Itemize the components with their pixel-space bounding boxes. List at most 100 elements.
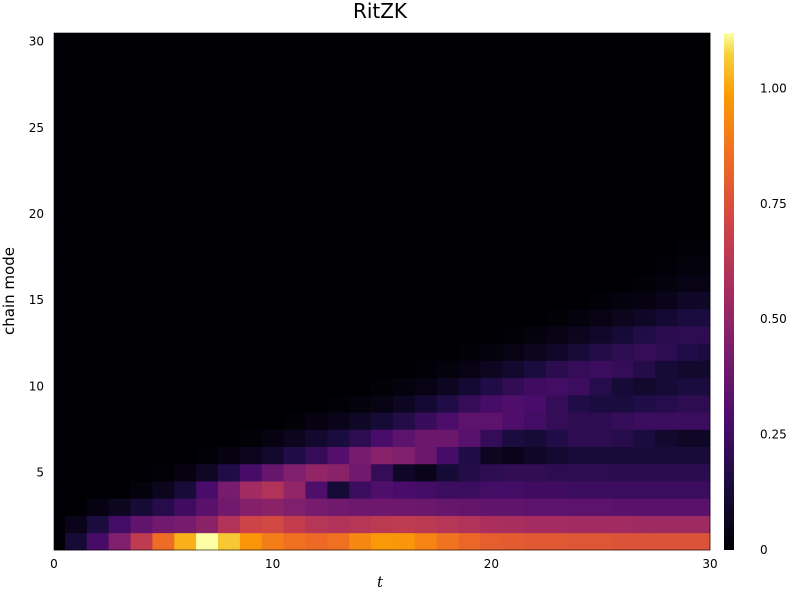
- heatmap-cell: [414, 84, 438, 103]
- heatmap-cell: [480, 343, 503, 361]
- heatmap-cell: [502, 343, 525, 361]
- heatmap-cell: [502, 446, 525, 465]
- heatmap-cell: [239, 153, 263, 172]
- heatmap-cell: [283, 239, 306, 258]
- heatmap-cell: [86, 291, 110, 310]
- heatmap-cell: [86, 101, 110, 120]
- heatmap-cell: [567, 67, 591, 86]
- heatmap-cell: [349, 463, 372, 482]
- heatmap-cell: [436, 463, 459, 482]
- heatmap-cell: [239, 136, 263, 155]
- heatmap-cell: [633, 325, 656, 344]
- heatmap-cell: [480, 188, 503, 206]
- heatmap-cell: [567, 153, 591, 172]
- heatmap-cell: [655, 394, 678, 413]
- heatmap-cell: [655, 481, 678, 499]
- heatmap-cell: [108, 498, 131, 516]
- heatmap-cell: [239, 119, 263, 137]
- heatmap-cell: [524, 308, 547, 327]
- heatmap-cell: [567, 84, 591, 103]
- heatmap-cell: [196, 274, 219, 292]
- heatmap-cell: [371, 429, 394, 447]
- heatmap-cell: [218, 377, 241, 396]
- heatmap-cell: [589, 222, 612, 241]
- heatmap-cell: [196, 377, 219, 396]
- heatmap-cell: [261, 67, 284, 86]
- heatmap-cell: [174, 515, 197, 534]
- heatmap-cell: [524, 257, 547, 275]
- heatmap-cell: [64, 446, 88, 465]
- heatmap-cell: [392, 33, 416, 51]
- heatmap-cell: [458, 412, 481, 430]
- heatmap-cell: [546, 498, 569, 516]
- heatmap-cell: [567, 308, 591, 327]
- heatmap-cell: [502, 325, 525, 344]
- heatmap-cell: [130, 239, 153, 258]
- heatmap-cell: [546, 274, 569, 292]
- heatmap-cell: [305, 498, 328, 516]
- heatmap-cell: [130, 446, 153, 465]
- heatmap-cell: [524, 343, 547, 361]
- heatmap-cell: [108, 394, 131, 413]
- heatmap-cell: [305, 67, 328, 86]
- heatmap-cell: [86, 153, 110, 172]
- heatmap-cell: [86, 343, 110, 361]
- heatmap-cell: [567, 239, 591, 258]
- heatmap-cell: [567, 33, 591, 51]
- heatmap-cell: [86, 274, 110, 292]
- heatmap-cell: [392, 515, 416, 534]
- heatmap-cell: [349, 515, 372, 534]
- heatmap-cell: [152, 325, 175, 344]
- heatmap-cell: [108, 481, 131, 499]
- heatmap-cell: [174, 170, 197, 189]
- heatmap-cell: [414, 222, 438, 241]
- heatmap-cell: [152, 291, 175, 310]
- heatmap-cell: [239, 222, 263, 241]
- heatmap-cell: [86, 463, 110, 482]
- heatmap-cell: [677, 308, 700, 327]
- heatmap-cell: [392, 481, 416, 499]
- heatmap-cell: [502, 360, 525, 379]
- heatmap-cell: [436, 446, 459, 465]
- heatmap-cell: [152, 239, 175, 258]
- heatmap-cell: [196, 481, 219, 499]
- heatmap-cell: [458, 119, 481, 137]
- heatmap-cell: [480, 325, 503, 344]
- heatmap-cell: [699, 325, 711, 344]
- heatmap-cell: [436, 515, 459, 534]
- heatmap-cell: [54, 239, 66, 258]
- heatmap-cell: [633, 101, 656, 120]
- heatmap-cell: [152, 446, 175, 465]
- heatmap-cell: [218, 222, 241, 241]
- heatmap-cell: [130, 50, 153, 68]
- heatmap-cell: [371, 257, 394, 275]
- heatmap-cell: [130, 515, 153, 534]
- heatmap-cell: [54, 498, 66, 516]
- heatmap-cell: [458, 481, 481, 499]
- heatmap-cell: [524, 274, 547, 292]
- heatmap-cell: [502, 498, 525, 516]
- heatmap-cell: [86, 67, 110, 86]
- heatmap-cell: [633, 394, 656, 413]
- heatmap-cell: [392, 360, 416, 379]
- heatmap-cell: [64, 119, 88, 137]
- heatmap-cell: [327, 222, 350, 241]
- heatmap-cell: [371, 67, 394, 86]
- heatmap-cell: [458, 205, 481, 223]
- heatmap-cell: [502, 101, 525, 120]
- heatmap-cell: [633, 343, 656, 361]
- heatmap-cell: [327, 498, 350, 516]
- heatmap-cell: [218, 188, 241, 206]
- heatmap-cell: [524, 205, 547, 223]
- heatmap-cell: [546, 394, 569, 413]
- heatmap-cell: [502, 153, 525, 172]
- heatmap-cell: [239, 308, 263, 327]
- heatmap-cell: [305, 205, 328, 223]
- heatmap-cell: [480, 463, 503, 482]
- heatmap-cell: [54, 446, 66, 465]
- heatmap-cell: [305, 394, 328, 413]
- heatmap-cell: [283, 515, 306, 534]
- heatmap-cell: [108, 532, 131, 551]
- heatmap-cell: [239, 50, 263, 68]
- heatmap-cell: [589, 481, 612, 499]
